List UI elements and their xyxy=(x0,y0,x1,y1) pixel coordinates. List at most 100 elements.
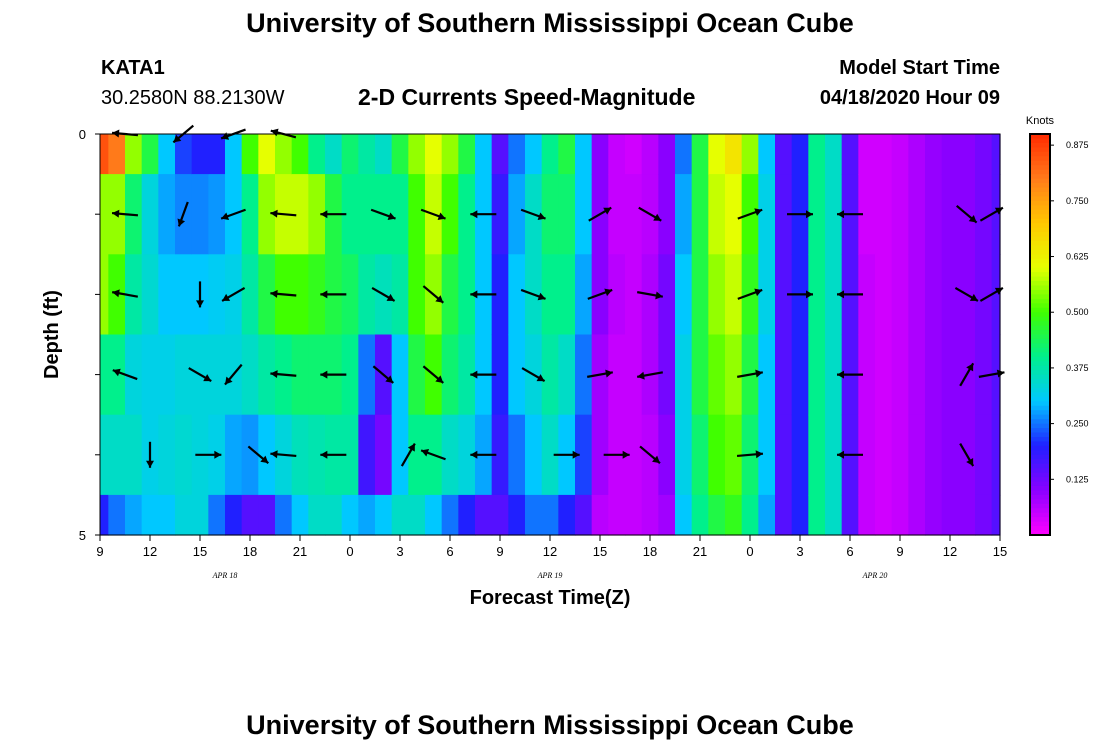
current-vector-arrow xyxy=(837,210,863,219)
heatmap-cell xyxy=(991,174,1001,255)
heatmap-cell xyxy=(491,494,509,536)
colorbar-segment xyxy=(1030,316,1050,322)
heatmap-cell xyxy=(825,134,843,175)
current-vector-arrow xyxy=(588,206,612,222)
heatmap-cell xyxy=(341,334,359,416)
heatmap-cell xyxy=(191,134,209,175)
vector-arrowhead xyxy=(435,375,444,383)
vector-arrowhead xyxy=(112,368,121,377)
heatmap-cell xyxy=(625,494,643,536)
heatmap-cell xyxy=(941,134,959,175)
heatmap-cell xyxy=(908,334,926,416)
colorbar-segment xyxy=(1030,338,1050,345)
heatmap-cell xyxy=(425,134,443,175)
colorbar-segment xyxy=(1030,450,1050,456)
x-tick-label: 9 xyxy=(96,544,103,559)
colorbar-segment xyxy=(1030,330,1050,336)
heatmap-cell xyxy=(741,494,759,536)
heatmap-cell xyxy=(608,254,626,336)
heatmap-cell xyxy=(525,134,543,175)
current-vector-arrow xyxy=(270,209,297,218)
date-label: APR 18 xyxy=(212,571,238,580)
heatmap-cell xyxy=(941,254,959,336)
heatmap-cell xyxy=(291,174,309,255)
current-vector-arrow xyxy=(111,209,139,218)
x-tick-label: 15 xyxy=(193,544,207,559)
heatmap-cell xyxy=(358,494,376,536)
current-vector-arrow xyxy=(188,367,212,383)
heatmap-cell xyxy=(158,254,176,336)
heatmap-cell xyxy=(891,414,909,496)
current-vector-arrow xyxy=(320,210,347,219)
colorbar-segment xyxy=(1030,508,1050,514)
heatmap-cell xyxy=(625,134,643,175)
colorbar-segment xyxy=(1030,387,1050,394)
heatmap-cell xyxy=(758,414,776,496)
current-vector-arrow xyxy=(638,206,662,222)
heatmap-cell xyxy=(175,494,193,536)
heatmap-cell xyxy=(675,254,693,336)
heatmap-cell xyxy=(625,334,643,416)
heatmap-cell xyxy=(908,494,926,536)
x-tick-label: 15 xyxy=(993,544,1007,559)
heatmap-cell xyxy=(558,134,576,175)
colorbar-segment xyxy=(1030,169,1050,175)
vector-arrowhead xyxy=(996,369,1005,378)
heatmap-cell xyxy=(658,134,676,175)
heatmap-cell xyxy=(175,414,193,496)
heatmap-cell xyxy=(391,134,409,175)
vector-arrowhead xyxy=(755,369,763,378)
current-vector-arrow xyxy=(420,448,446,461)
colorbar-segment xyxy=(1030,321,1050,327)
heatmap-cell xyxy=(541,334,559,416)
heatmap-cell xyxy=(808,174,826,255)
heatmap-cell xyxy=(675,134,693,175)
heatmap-cell xyxy=(675,494,693,536)
vector-arrowhead xyxy=(604,288,613,297)
heatmap-cell xyxy=(708,254,726,336)
heatmap-cell xyxy=(208,334,226,416)
vector-arrowhead xyxy=(754,208,763,216)
heatmap-cell xyxy=(891,174,909,255)
heatmap-cell xyxy=(175,134,193,175)
vector-arrowhead xyxy=(837,210,844,219)
vector-arrowhead xyxy=(572,450,580,459)
colorbar-segment xyxy=(1030,303,1050,309)
heatmap-cell xyxy=(658,254,676,336)
heatmap-cell xyxy=(291,494,309,536)
heatmap-cell xyxy=(225,414,243,496)
heatmap-cell xyxy=(108,494,126,536)
colorbar-segment xyxy=(1030,436,1050,443)
heatmap-cell xyxy=(491,414,509,496)
colorbar-segment xyxy=(1030,298,1050,304)
heatmap-cell xyxy=(975,494,993,536)
heatmap-cell xyxy=(441,334,459,416)
footer-title: University of Southern Mississippi Ocean… xyxy=(246,710,854,740)
heatmap-cell xyxy=(791,334,809,416)
colorbar-segment xyxy=(1030,209,1050,215)
heatmap-cell xyxy=(691,334,709,416)
colorbar-segment xyxy=(1030,428,1050,434)
heatmap-cell xyxy=(841,494,859,536)
colorbar-segment xyxy=(1030,236,1050,242)
heatmap-cell xyxy=(308,494,326,536)
vector-arrowhead xyxy=(270,450,278,459)
heatmap-cell xyxy=(925,174,943,255)
heatmap-cell xyxy=(125,494,143,536)
heatmap-cell xyxy=(525,494,543,536)
heatmap-cell xyxy=(691,134,709,175)
x-tick-label: 18 xyxy=(243,544,257,559)
vector-arrowhead xyxy=(320,210,328,219)
vector-arrowhead xyxy=(806,210,813,219)
heatmap-cell xyxy=(775,254,793,336)
current-vector-arrow xyxy=(954,286,979,302)
vector-arrowhead xyxy=(386,293,395,301)
heatmap-cell xyxy=(141,254,159,336)
heatmap-cell xyxy=(875,174,893,255)
heatmap-cell xyxy=(141,174,159,255)
heatmap-cell xyxy=(608,494,626,536)
current-vector-arrow xyxy=(639,445,661,464)
colorbar-segment xyxy=(1030,191,1050,197)
vector-arrowhead xyxy=(112,289,120,298)
current-vector-arrow xyxy=(112,368,138,381)
